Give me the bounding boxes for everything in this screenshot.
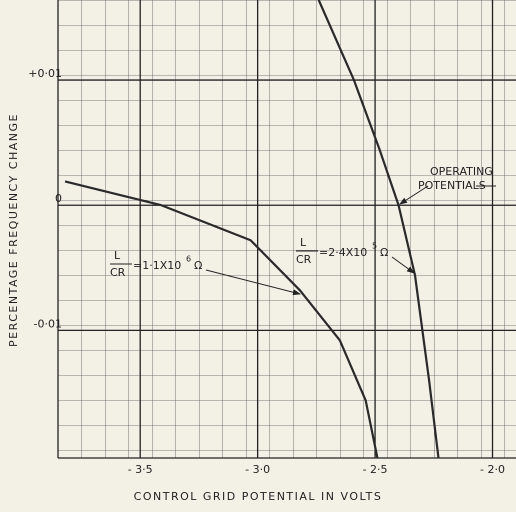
minor-grid — [58, 0, 516, 458]
y-tick-label: -0·01 — [34, 317, 62, 330]
annotation: 6 — [186, 255, 191, 264]
annotation: =2·4X10 — [319, 246, 367, 259]
x-tick-label: - 3·5 — [128, 463, 153, 476]
arrow — [205, 269, 301, 296]
annotation: CR — [296, 253, 312, 266]
x-axis-title: CONTROL GRID POTENTIAL IN VOLTS — [134, 490, 383, 503]
annotation: Ω — [380, 246, 388, 259]
annotation: OPERATING — [430, 165, 493, 178]
annotation: L — [114, 249, 121, 262]
arrow — [391, 256, 415, 274]
annotation: =1·1X10 — [133, 259, 181, 272]
annotation: CR — [110, 266, 126, 279]
x-tick-label: - 2·5 — [363, 463, 388, 476]
annotation: L — [300, 236, 307, 249]
arrow — [399, 185, 429, 205]
y-tick-label: 0 — [55, 192, 62, 205]
x-tick-label: - 3·0 — [245, 463, 270, 476]
curve — [317, 0, 440, 459]
annotation: POTENTIALS — [418, 179, 486, 192]
y-tick-label: +0·01 — [28, 67, 62, 80]
x-tick-label: - 2·0 — [480, 463, 505, 476]
annotation: 5 — [372, 242, 377, 251]
y-axis-title: PERCENTAGE FREQUENCY CHANGE — [7, 113, 20, 347]
annotation: Ω — [194, 259, 202, 272]
